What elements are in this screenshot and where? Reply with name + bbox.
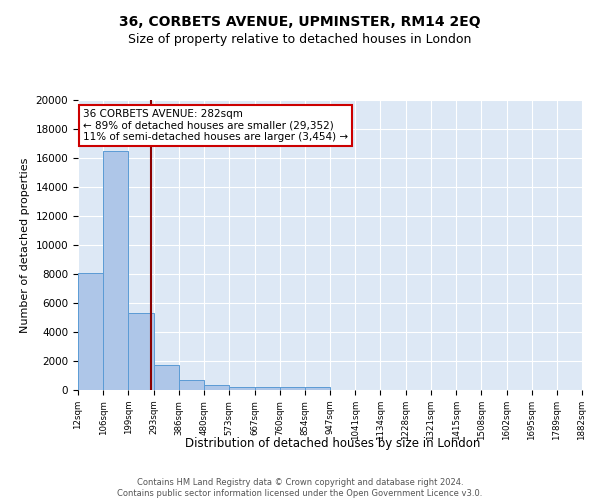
Bar: [154, 364, 179, 390]
Text: 36, CORBETS AVENUE, UPMINSTER, RM14 2EQ: 36, CORBETS AVENUE, UPMINSTER, RM14 2EQ: [119, 15, 481, 29]
Bar: [128, 313, 154, 390]
Y-axis label: Number of detached properties: Number of detached properties: [20, 158, 30, 332]
Bar: [204, 386, 229, 390]
Bar: [229, 386, 254, 390]
Bar: [103, 151, 128, 390]
Text: Distribution of detached houses by size in London: Distribution of detached houses by size …: [185, 438, 481, 450]
Bar: [280, 388, 305, 390]
Bar: [254, 387, 280, 390]
Bar: [78, 272, 103, 390]
Text: 36 CORBETS AVENUE: 282sqm
← 89% of detached houses are smaller (29,352)
11% of s: 36 CORBETS AVENUE: 282sqm ← 89% of detac…: [83, 108, 348, 142]
Text: Contains HM Land Registry data © Crown copyright and database right 2024.
Contai: Contains HM Land Registry data © Crown c…: [118, 478, 482, 498]
Bar: [305, 388, 330, 390]
Bar: [179, 380, 204, 390]
Text: Size of property relative to detached houses in London: Size of property relative to detached ho…: [128, 32, 472, 46]
